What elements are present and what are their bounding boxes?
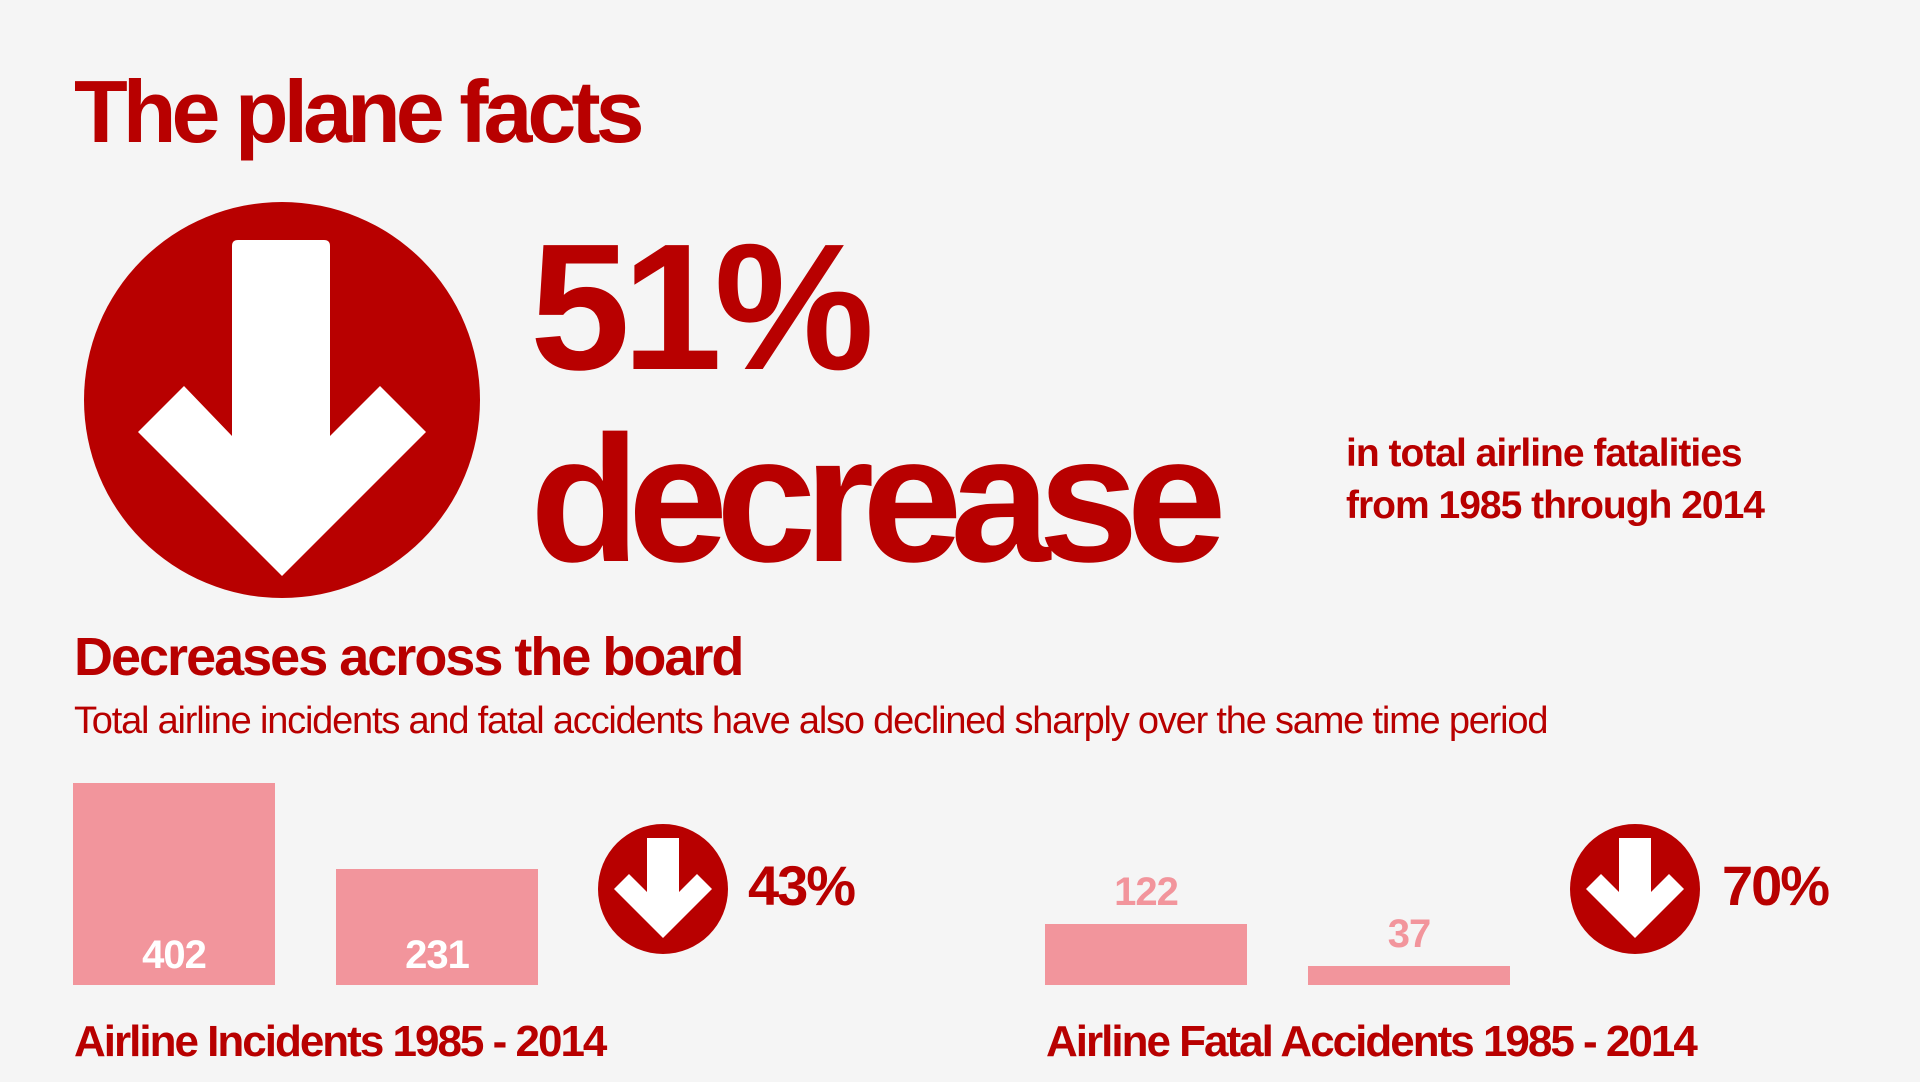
headline-percentage: 51% (530, 207, 874, 408)
bar-label-2014: 37 (1387, 912, 1432, 956)
bar-1985 (73, 783, 275, 985)
bar-2014 (336, 869, 538, 985)
down-arrow-icon (1570, 824, 1700, 954)
incidents-change: 43% (748, 854, 856, 917)
bar-label-1985: 402 (142, 933, 207, 977)
bar-2014 (1308, 966, 1510, 985)
fatal-accidents-change: 70% (1722, 854, 1830, 917)
incidents-chart-title: Airline Incidents 1985 - 2014 (74, 1017, 607, 1066)
bar-label-2014: 231 (405, 933, 470, 977)
bar-1985 (1045, 924, 1247, 985)
section-title: Decreases across the board (74, 627, 744, 687)
page-title: The plane facts (74, 62, 645, 161)
section-description: Total airline incidents and fatal accide… (74, 700, 1548, 742)
headline-description: in total airline fatalities from 1985 th… (1346, 432, 1765, 527)
headline-word: decrease (530, 399, 1227, 600)
bar-label-1985: 122 (1114, 870, 1179, 914)
down-arrow-icon (598, 824, 728, 954)
down-arrow-icon (84, 202, 480, 598)
fatal-accidents-chart-title: Airline Fatal Accidents 1985 - 2014 (1046, 1017, 1698, 1066)
